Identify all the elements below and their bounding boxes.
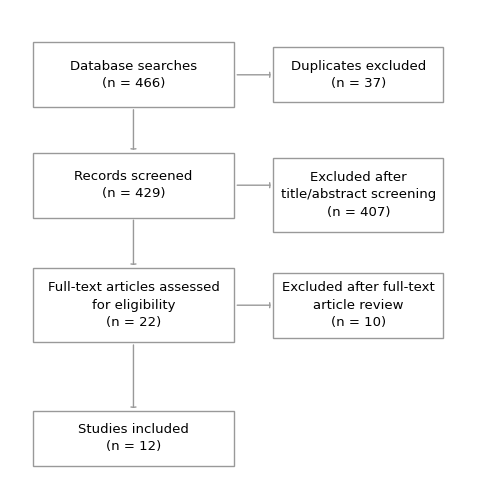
Bar xyxy=(33,42,234,107)
Bar xyxy=(273,273,443,338)
Text: Database searches
(n = 466): Database searches (n = 466) xyxy=(70,60,197,90)
Bar xyxy=(33,153,234,218)
Text: Full-text articles assessed
for eligibility
(n = 22): Full-text articles assessed for eligibil… xyxy=(47,281,219,329)
Text: Excluded after full-text
article review
(n = 10): Excluded after full-text article review … xyxy=(282,281,435,329)
Text: Excluded after
title/abstract screening
(n = 407): Excluded after title/abstract screening … xyxy=(281,171,436,219)
Bar xyxy=(33,410,234,466)
Bar xyxy=(273,47,443,102)
Bar xyxy=(33,268,234,342)
Text: Duplicates excluded
(n = 37): Duplicates excluded (n = 37) xyxy=(291,60,426,90)
Text: Records screened
(n = 429): Records screened (n = 429) xyxy=(74,170,193,200)
Text: Studies included
(n = 12): Studies included (n = 12) xyxy=(78,423,189,454)
Bar xyxy=(273,158,443,232)
